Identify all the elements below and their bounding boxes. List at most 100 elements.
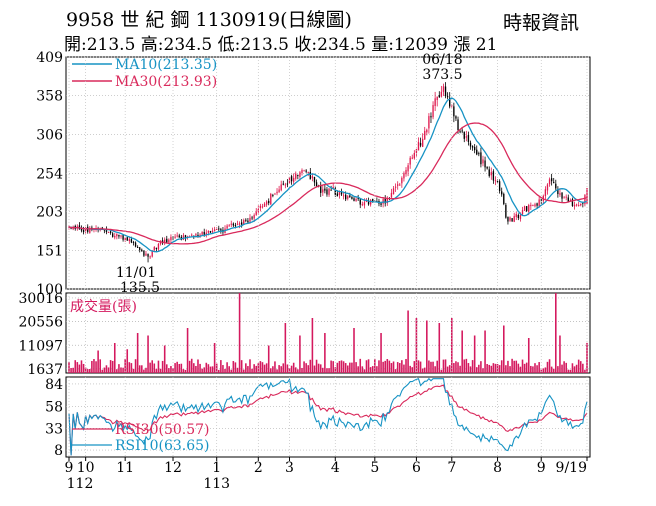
volume-bar (188, 360, 191, 373)
candle-body (480, 152, 482, 165)
volume-bar (322, 367, 324, 373)
volume-bar (288, 368, 291, 373)
volume-bar (338, 360, 341, 373)
volume-bar (301, 367, 303, 373)
volume-bar (563, 361, 565, 373)
ma10-legend-label: MA10(213.35) (115, 57, 217, 73)
volume-bar (507, 360, 509, 373)
volume-bar (361, 366, 364, 373)
volume-tick-label: 20556 (18, 315, 63, 331)
volume-bar (224, 368, 226, 373)
candle-body (141, 249, 143, 252)
volume-bar (334, 367, 337, 373)
candle-body (268, 200, 270, 204)
volume-bar (307, 365, 310, 373)
candle-body (336, 193, 339, 197)
candle-body (461, 130, 463, 132)
volume-bar (380, 333, 382, 373)
volume-bar (91, 361, 93, 373)
candle-body (199, 234, 201, 237)
volume-bar (180, 363, 183, 373)
volume-bar (228, 366, 230, 373)
volume-bar (292, 362, 295, 373)
volume-bar (319, 364, 322, 373)
month-label: 7 (447, 460, 456, 476)
volume-bar (448, 365, 451, 373)
candle-body (184, 235, 187, 239)
candle-body (220, 229, 222, 231)
volume-bar (147, 335, 149, 373)
candle-body (334, 188, 336, 195)
candle-body (243, 220, 245, 225)
candle-body (347, 196, 349, 199)
candle-body (147, 254, 149, 257)
candle-body (342, 195, 345, 197)
candle-body (411, 157, 413, 159)
volume-bar (336, 362, 339, 373)
volume-bar (544, 367, 547, 373)
candle-body (575, 204, 578, 206)
candle-body (234, 225, 237, 227)
candle-body (584, 195, 586, 205)
candle-body (295, 173, 297, 179)
candle-body (553, 182, 555, 184)
candle-body (430, 116, 432, 118)
candle-body (292, 177, 295, 182)
volume-bar (261, 362, 264, 373)
volume-bar (226, 362, 228, 373)
candle-body (469, 142, 472, 147)
candle-body (178, 235, 180, 238)
candle-body (399, 184, 401, 186)
candle-body (434, 98, 436, 107)
volume-bar (498, 365, 501, 373)
month-label: 9 (65, 460, 74, 476)
month-label: 2 (254, 460, 263, 476)
candle-body (332, 187, 334, 189)
rsi-tick-label: 33 (45, 421, 63, 437)
volume-bar (317, 363, 320, 373)
volume-bar (286, 364, 289, 373)
volume-bar (143, 369, 145, 373)
volume-bar (326, 368, 328, 373)
candle-body (559, 193, 561, 195)
candle-body (272, 194, 274, 196)
candle-body (355, 198, 357, 201)
candle-body (270, 193, 272, 205)
volume-bar (584, 369, 586, 373)
candle-body (557, 189, 559, 195)
candle-body (134, 242, 137, 247)
candle-body (164, 239, 166, 243)
volume-bar (145, 367, 147, 373)
volume-bar (116, 369, 118, 373)
volume-bar (550, 366, 553, 373)
volume-bar (444, 359, 447, 373)
volume-bar (490, 365, 493, 373)
low-annotation-value: 135.5 (120, 280, 160, 296)
volume-bar (170, 366, 172, 373)
candle-body (415, 149, 418, 153)
volume-bar (415, 318, 418, 373)
month-label: 1 (212, 460, 221, 476)
candle-body (290, 176, 293, 182)
candle-body (322, 189, 324, 193)
volume-bar (559, 335, 561, 373)
price-tick-label: 203 (36, 205, 63, 221)
candle-body (80, 228, 83, 231)
volume-bar (278, 365, 280, 373)
volume-bar (426, 320, 428, 373)
volume-bar (311, 318, 314, 373)
volume-bar (392, 361, 395, 373)
volume-bar (517, 363, 520, 373)
candle-body (571, 199, 574, 206)
volume-bar (434, 366, 436, 373)
candle-body (89, 227, 91, 233)
candle-body (536, 203, 538, 206)
candle-body (372, 198, 374, 202)
volume-bar (197, 359, 199, 373)
volume-bar (274, 361, 276, 373)
ohlc-summary: 開:213.5 高:234.5 低:213.5 收:234.5 量:12039 … (64, 35, 498, 55)
volume-bar (536, 365, 538, 373)
candle-body (544, 189, 547, 197)
volume-bar (190, 358, 193, 373)
candle-body (278, 189, 280, 193)
